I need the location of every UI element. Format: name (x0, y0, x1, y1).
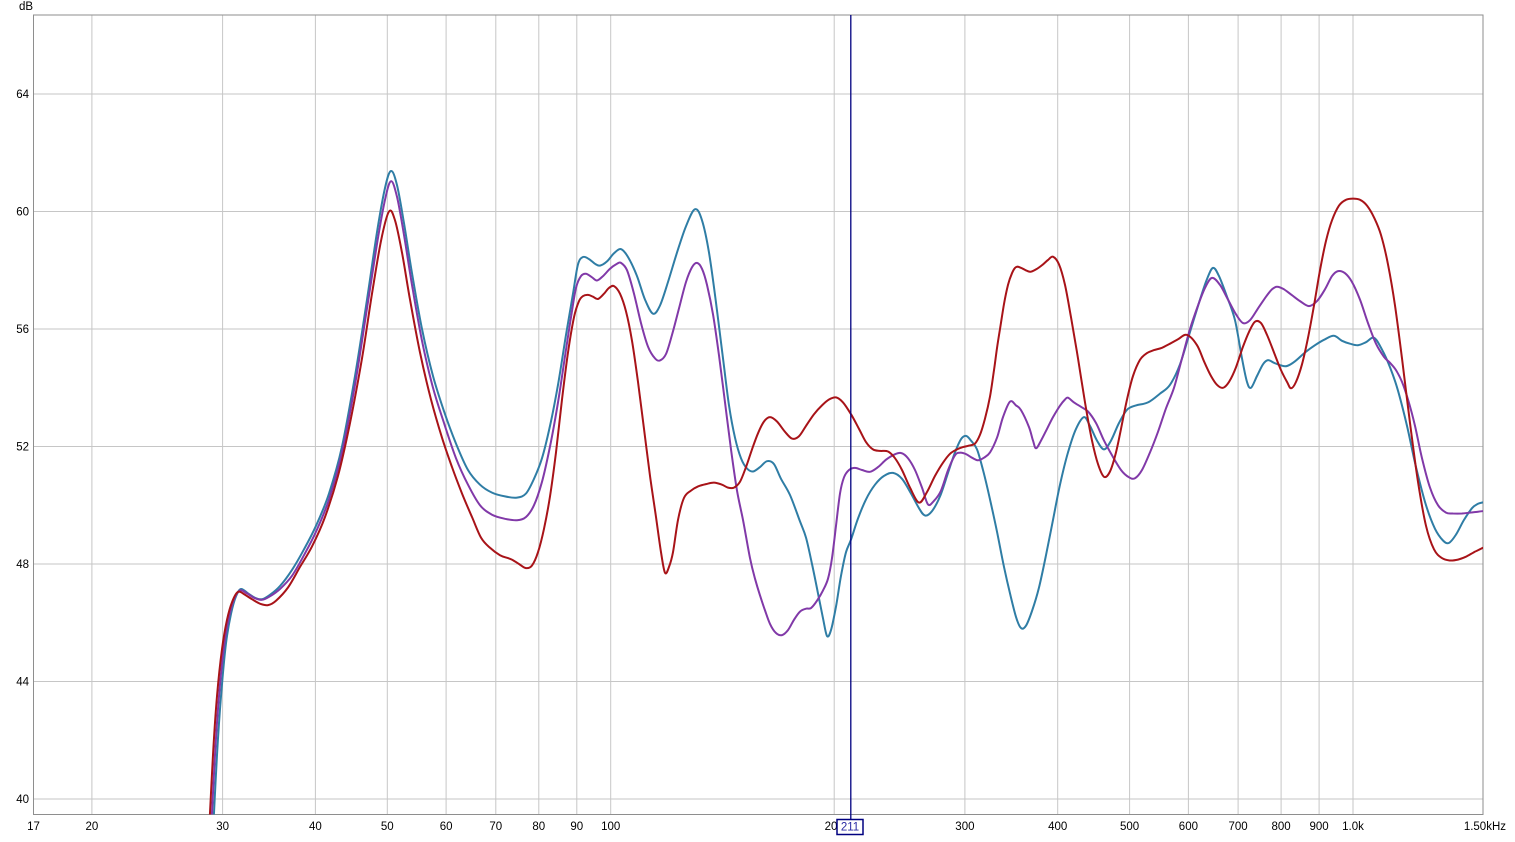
svg-text:50: 50 (381, 821, 394, 833)
svg-text:211: 211 (841, 822, 859, 834)
svg-text:dB: dB (19, 1, 33, 13)
svg-text:30: 30 (216, 821, 229, 833)
svg-text:64: 64 (16, 89, 29, 101)
svg-text:48: 48 (16, 559, 29, 571)
svg-text:100: 100 (601, 821, 620, 833)
svg-text:500: 500 (1120, 821, 1139, 833)
svg-text:600: 600 (1179, 821, 1198, 833)
svg-text:400: 400 (1048, 821, 1067, 833)
svg-text:17: 17 (27, 821, 40, 833)
svg-text:44: 44 (16, 677, 29, 689)
svg-text:70: 70 (489, 821, 502, 833)
svg-text:20: 20 (86, 821, 99, 833)
svg-text:1.0k: 1.0k (1342, 821, 1364, 833)
svg-text:1.50kHz: 1.50kHz (1464, 821, 1506, 833)
svg-text:300: 300 (955, 821, 974, 833)
svg-text:90: 90 (570, 821, 583, 833)
svg-text:700: 700 (1229, 821, 1248, 833)
svg-text:800: 800 (1272, 821, 1291, 833)
svg-text:900: 900 (1310, 821, 1329, 833)
svg-text:60: 60 (440, 821, 453, 833)
svg-text:56: 56 (16, 324, 29, 336)
svg-text:80: 80 (532, 821, 545, 833)
svg-text:52: 52 (16, 442, 29, 454)
svg-text:40: 40 (16, 794, 29, 806)
svg-text:40: 40 (309, 821, 322, 833)
svg-text:60: 60 (16, 207, 29, 219)
